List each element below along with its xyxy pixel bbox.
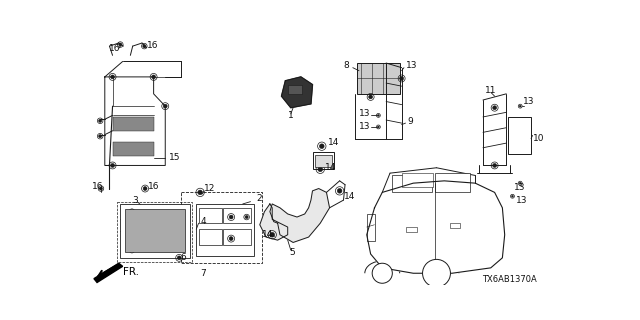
Circle shape	[131, 249, 134, 252]
Text: 14: 14	[344, 192, 355, 201]
Bar	[288, 84, 301, 94]
Circle shape	[111, 75, 115, 79]
Polygon shape	[94, 263, 123, 283]
Text: 13: 13	[516, 196, 527, 204]
Circle shape	[369, 95, 372, 99]
Circle shape	[245, 215, 248, 219]
Text: 12: 12	[204, 184, 216, 193]
Circle shape	[111, 164, 115, 167]
Polygon shape	[282, 77, 312, 108]
Circle shape	[337, 188, 342, 193]
Text: 14: 14	[262, 230, 273, 239]
Circle shape	[229, 237, 233, 241]
Text: 13: 13	[524, 97, 535, 106]
Bar	[113, 117, 154, 131]
Bar	[315, 155, 332, 167]
Polygon shape	[270, 188, 330, 243]
Circle shape	[143, 44, 146, 48]
Circle shape	[519, 105, 521, 107]
Text: FR.: FR.	[123, 267, 139, 277]
Circle shape	[422, 260, 451, 287]
Text: 3: 3	[132, 196, 138, 204]
Bar	[125, 209, 186, 252]
Text: 4: 4	[200, 217, 205, 226]
Polygon shape	[367, 181, 505, 273]
Text: 5: 5	[289, 248, 295, 257]
Text: 16: 16	[147, 41, 159, 50]
Text: 16: 16	[148, 182, 160, 191]
Text: 13: 13	[406, 61, 417, 70]
Text: 7: 7	[200, 269, 206, 278]
Text: 8: 8	[344, 61, 349, 70]
Circle shape	[511, 195, 513, 197]
Bar	[113, 117, 154, 131]
Circle shape	[378, 115, 380, 116]
Circle shape	[270, 232, 275, 237]
Text: 15: 15	[169, 153, 180, 162]
Bar	[358, 63, 400, 94]
Bar	[406, 227, 417, 232]
Circle shape	[99, 135, 102, 138]
Bar	[312, 152, 334, 169]
Text: 13: 13	[359, 123, 371, 132]
Bar	[223, 208, 250, 223]
Bar	[402, 173, 433, 187]
Text: 10: 10	[533, 134, 545, 143]
Circle shape	[177, 256, 181, 260]
Bar	[117, 202, 193, 262]
Bar	[223, 229, 250, 245]
Bar	[120, 204, 190, 258]
Text: 13: 13	[514, 183, 525, 192]
Text: TX6AB1370A: TX6AB1370A	[483, 275, 537, 284]
Text: 2: 2	[257, 194, 262, 203]
Circle shape	[131, 210, 134, 213]
Text: 14: 14	[325, 163, 336, 172]
Circle shape	[400, 76, 404, 80]
Bar	[180, 192, 262, 263]
Circle shape	[519, 182, 521, 184]
Text: 13: 13	[359, 109, 371, 118]
Circle shape	[163, 104, 167, 108]
Text: 9: 9	[407, 117, 413, 126]
Bar	[198, 229, 222, 245]
Bar	[508, 117, 531, 154]
Circle shape	[493, 164, 497, 167]
Text: 11: 11	[484, 86, 496, 95]
Bar	[392, 175, 432, 192]
Circle shape	[378, 126, 380, 128]
Bar	[198, 208, 222, 223]
Text: 1: 1	[288, 111, 294, 120]
Circle shape	[99, 187, 102, 190]
Polygon shape	[260, 204, 288, 240]
Bar	[451, 223, 460, 228]
Circle shape	[119, 43, 122, 46]
Text: 6: 6	[180, 253, 186, 262]
Bar	[113, 142, 154, 156]
Bar	[435, 173, 470, 192]
Circle shape	[198, 190, 202, 195]
Text: 16: 16	[92, 182, 103, 191]
Circle shape	[493, 106, 497, 110]
Bar	[113, 142, 154, 156]
Text: 14: 14	[328, 138, 339, 147]
Circle shape	[319, 144, 324, 148]
Circle shape	[99, 119, 102, 122]
Text: 16: 16	[109, 44, 120, 53]
Circle shape	[143, 187, 147, 190]
Bar	[196, 204, 254, 256]
Circle shape	[229, 215, 233, 219]
Circle shape	[372, 263, 392, 283]
Circle shape	[152, 75, 156, 79]
Circle shape	[318, 167, 323, 172]
Bar	[367, 214, 374, 241]
